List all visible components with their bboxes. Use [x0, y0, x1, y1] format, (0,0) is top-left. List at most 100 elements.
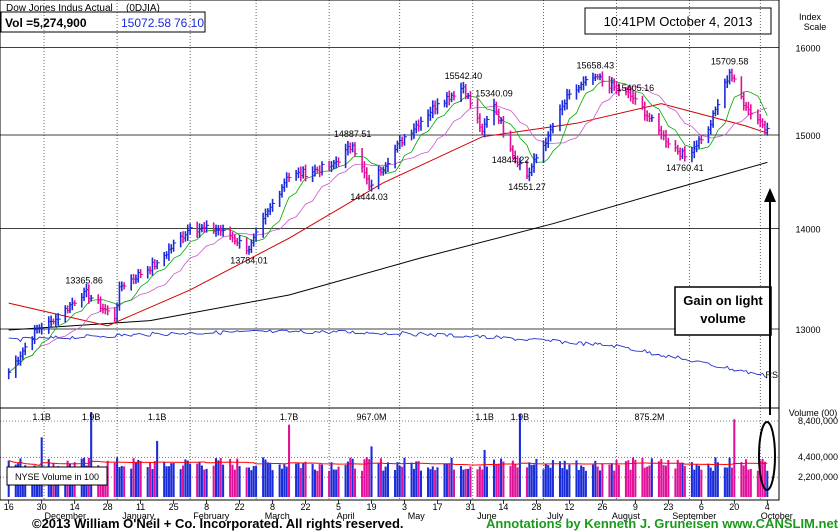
volume-bar — [528, 462, 531, 497]
x-day-label: 8 — [204, 502, 209, 512]
volume-bar — [417, 461, 420, 497]
volume-bar — [90, 412, 93, 497]
volume-bar — [763, 461, 766, 497]
volume-bar — [139, 461, 142, 497]
volume-bar — [766, 470, 769, 497]
volume-bar — [179, 469, 182, 497]
volume-bar — [500, 458, 503, 497]
volume-bar — [337, 466, 340, 497]
volume-scale-label: Volume (00) — [789, 408, 838, 418]
volume-bar — [222, 464, 225, 497]
x-month-label: March — [265, 511, 290, 521]
volume-bar — [464, 468, 467, 497]
volume-bar — [733, 419, 736, 497]
price-change: 76.10 — [174, 16, 204, 30]
volume-bar — [233, 469, 236, 497]
volume-bar — [690, 462, 693, 497]
volume-bar — [530, 464, 533, 497]
price-tick-label: 14000 — [795, 224, 820, 234]
volume-bar — [582, 466, 585, 497]
volume-bar — [172, 463, 175, 497]
volume-bar — [629, 469, 632, 497]
volume-bar — [214, 458, 218, 497]
volume-bar — [120, 465, 123, 497]
x-day-label: 20 — [729, 502, 739, 512]
price-tick-label: 15000 — [795, 131, 820, 141]
volume-bar — [601, 463, 604, 497]
volume-bar — [693, 469, 696, 497]
volume-bar — [297, 462, 300, 497]
price-annotation: 15709.58 — [711, 56, 749, 66]
volume-bar — [205, 468, 208, 497]
price-bars — [7, 68, 770, 380]
volume-bar — [650, 458, 653, 497]
volume-bar — [681, 462, 684, 497]
x-day-label: 3 — [402, 502, 407, 512]
x-day-label: 9 — [633, 502, 638, 512]
volume-annotation: 1.1B — [475, 412, 494, 422]
volume-bar — [648, 465, 651, 497]
volume-bar — [584, 470, 587, 497]
volume-bar — [370, 446, 373, 497]
price-annotation: 14760.41 — [666, 163, 704, 173]
price-annotation: 14551.27 — [508, 182, 546, 192]
volume-bar — [745, 459, 748, 497]
volume-bar — [219, 458, 222, 497]
volume-bar — [236, 458, 239, 497]
volume-bar — [631, 457, 635, 497]
price-tick-label: 13000 — [795, 325, 820, 335]
volume-bar — [238, 466, 241, 497]
volume-bar — [742, 465, 745, 497]
quote-box — [0, 11, 206, 33]
volume-bar — [568, 464, 571, 497]
volume-bar — [497, 463, 500, 497]
volume-bar — [151, 469, 154, 497]
volume-annotation: 875.2M — [634, 412, 664, 422]
x-day-label: 4 — [765, 502, 770, 512]
x-axis: 16 30 14 28 11 25 8 22 8 22 5 19 3 17 31 14 28 12 26 9 23 6 20… — [0, 499, 793, 521]
volume-bar — [304, 461, 307, 497]
volume-bar — [450, 457, 453, 497]
volume-bar — [217, 460, 220, 497]
volume-bar — [330, 462, 333, 497]
rs-line — [8, 329, 768, 379]
volume-bar — [137, 459, 140, 497]
volume-bar — [285, 466, 288, 497]
volume-bar — [518, 413, 521, 497]
callout-line-2: volume — [700, 311, 746, 326]
volume-bar — [318, 464, 321, 497]
volume-bar — [608, 464, 611, 497]
volume-annotation: 1.7B — [280, 412, 299, 422]
volume-bar — [485, 466, 488, 497]
volume-bar — [712, 470, 715, 497]
x-month-label: May — [408, 511, 426, 521]
volume-bar — [431, 466, 434, 497]
volume-bar — [740, 462, 743, 497]
price-annotation: 15405.16 — [617, 83, 655, 93]
x-month-label: June — [477, 511, 497, 521]
volume-bar — [346, 461, 349, 497]
x-day-label: 26 — [597, 502, 607, 512]
volume-bar — [382, 470, 385, 497]
ma10-line — [8, 80, 768, 373]
volume-bar — [726, 467, 729, 497]
volume-bar — [403, 457, 406, 497]
copyright-text: ©2013 William O'Neil + Co. Incorporated.… — [32, 516, 404, 531]
x-month-label: February — [193, 511, 230, 521]
volume-bar — [544, 463, 547, 497]
callout-line-1: Gain on light — [683, 293, 763, 308]
volume-bar — [598, 470, 602, 497]
chart-title: Dow Jones Indus Actual — [6, 3, 113, 14]
volume-bar — [610, 463, 613, 497]
volume-bar — [495, 464, 498, 497]
volume-bar — [577, 469, 580, 497]
volume-bar — [200, 465, 203, 497]
volume-bar — [278, 464, 281, 497]
callout-arrow-head — [764, 188, 776, 202]
volume-bar — [123, 466, 126, 497]
volume-bar — [646, 466, 649, 497]
volume-bar — [723, 467, 726, 497]
volume-bar — [434, 470, 437, 497]
volume-bar — [509, 465, 512, 497]
